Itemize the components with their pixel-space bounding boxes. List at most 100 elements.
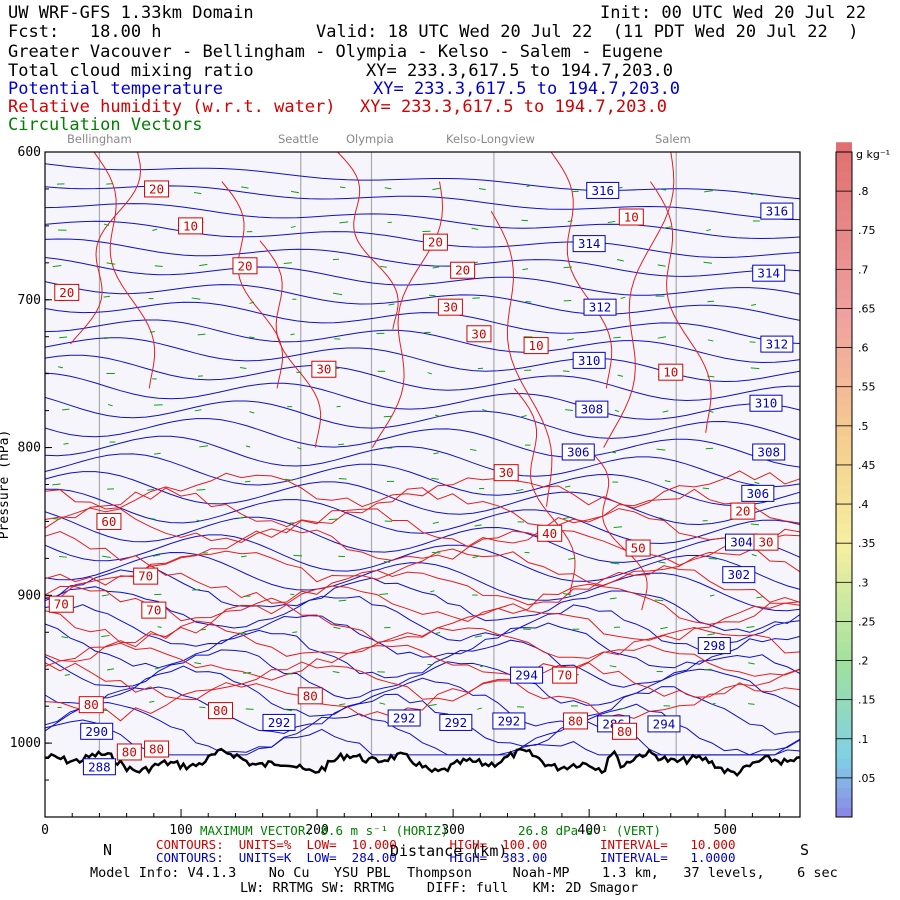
wind-vector bbox=[474, 524, 482, 527]
wind-vector bbox=[566, 338, 574, 341]
rh-label: 30 bbox=[471, 326, 486, 341]
theta-contour-line bbox=[44, 719, 801, 756]
rh-contour-line bbox=[44, 507, 801, 548]
wind-vector bbox=[751, 553, 757, 557]
theta-label: 308 bbox=[581, 402, 604, 417]
theta-label: 306 bbox=[567, 444, 590, 459]
theta-contour-line bbox=[44, 453, 801, 507]
plot-background bbox=[45, 152, 800, 817]
wind-vector bbox=[197, 333, 206, 336]
wind-vector bbox=[657, 264, 666, 267]
wind-vector bbox=[432, 266, 440, 269]
wind-vector bbox=[290, 190, 299, 194]
rh-label: 70 bbox=[54, 597, 69, 612]
wind-vector bbox=[384, 187, 392, 190]
wind-vector bbox=[245, 708, 254, 710]
theta-contour-line bbox=[44, 257, 801, 296]
rh-label: 70 bbox=[557, 668, 572, 683]
theta-contour-line bbox=[44, 372, 801, 420]
contour-labels: 316 316 314 314 312 312 310 310 308 308 306 306 304 3… bbox=[48, 180, 794, 776]
theta-label-box bbox=[492, 712, 526, 730]
rh-contour-line bbox=[44, 622, 801, 662]
wind-vector bbox=[428, 703, 437, 707]
wind-vector bbox=[297, 447, 302, 450]
wind-vector bbox=[192, 589, 201, 591]
rh-label: 10 bbox=[663, 365, 678, 380]
city-label-bellingham: Bellingham bbox=[67, 132, 132, 146]
vector-scale-vertical: 26.8 dPa s⁻¹ (VERT) bbox=[518, 823, 661, 838]
rh-contours bbox=[44, 151, 801, 722]
rh-label: 20 bbox=[735, 504, 750, 519]
rh-label: 30 bbox=[499, 465, 514, 480]
wind-vector bbox=[482, 408, 488, 412]
y-tick-label: 800 bbox=[18, 441, 41, 456]
wind-vector bbox=[431, 551, 441, 554]
theta-label-box bbox=[82, 758, 116, 776]
theta-label: 314 bbox=[578, 236, 601, 251]
x-tick-label: 200 bbox=[305, 823, 328, 838]
city-label-kelso: Kelso-Longview bbox=[446, 132, 535, 146]
rh-contour-line bbox=[603, 151, 675, 448]
wind-vector bbox=[64, 673, 70, 676]
x-axis-label: Distance (km) bbox=[390, 842, 508, 860]
wind-vector bbox=[245, 480, 251, 483]
rh-label-box bbox=[730, 502, 756, 520]
theta-contour-line bbox=[44, 354, 801, 402]
field-xy-theta: XY= 233.3,617.5 to 194.7,203.0 bbox=[373, 79, 681, 99]
wind-vector bbox=[339, 221, 349, 224]
wind-vector bbox=[435, 632, 441, 634]
wind-vector bbox=[609, 665, 617, 668]
rh-label-box bbox=[563, 712, 589, 730]
theta-label: 294 bbox=[515, 668, 538, 683]
wind-vector bbox=[332, 292, 343, 296]
theta-label: 292 bbox=[498, 713, 521, 728]
theta-label-box bbox=[760, 335, 794, 353]
wind-vector bbox=[284, 478, 293, 481]
wind-vector bbox=[432, 521, 440, 524]
rh-label: 20 bbox=[149, 181, 164, 196]
wind-vector bbox=[106, 183, 113, 185]
south-label: S bbox=[800, 841, 809, 859]
rh-contour-line bbox=[490, 210, 553, 507]
wind-vector bbox=[332, 671, 340, 674]
theta-label: 298 bbox=[703, 638, 726, 653]
theta-label: 316 bbox=[591, 183, 614, 198]
rh-contour-line bbox=[44, 602, 801, 644]
wind-vector bbox=[707, 633, 715, 636]
wind-vector bbox=[108, 404, 113, 407]
rh-label: 80 bbox=[84, 697, 99, 712]
rh-label: 30 bbox=[443, 300, 458, 315]
wind-vector bbox=[616, 258, 624, 262]
terrain-fill bbox=[45, 749, 800, 817]
wind-vector bbox=[239, 516, 246, 519]
wind-vector bbox=[564, 485, 571, 488]
wind-vector bbox=[62, 408, 70, 411]
theta-label-box bbox=[752, 264, 786, 282]
theta-label-box bbox=[575, 400, 609, 418]
wind-vector bbox=[756, 596, 763, 599]
wind-vector bbox=[707, 300, 715, 303]
wind-vector bbox=[613, 336, 621, 339]
rh-label-box bbox=[450, 261, 476, 279]
wind-vector bbox=[339, 703, 346, 706]
theta-label: 290 bbox=[85, 724, 108, 739]
wind-vector bbox=[293, 554, 303, 557]
wind-vector bbox=[619, 707, 626, 710]
rh-label-box bbox=[437, 298, 463, 316]
wind-vector bbox=[200, 628, 207, 631]
y-axis-label: Pressure (hPa) bbox=[0, 430, 12, 540]
theta-contour-line bbox=[44, 534, 801, 590]
wind-vector bbox=[379, 702, 386, 705]
rh-label-box bbox=[422, 233, 448, 251]
wind-vector bbox=[249, 301, 255, 304]
theta-label: 292 bbox=[268, 715, 291, 730]
rh-label: 20 bbox=[455, 263, 470, 278]
wind-vector bbox=[199, 263, 208, 267]
wind-vector bbox=[528, 598, 533, 601]
rh-label-box bbox=[523, 337, 549, 355]
wind-vector bbox=[704, 668, 712, 671]
wind-vector bbox=[567, 220, 573, 223]
wind-vector bbox=[522, 268, 529, 271]
y-tick-label: 600 bbox=[18, 145, 41, 160]
